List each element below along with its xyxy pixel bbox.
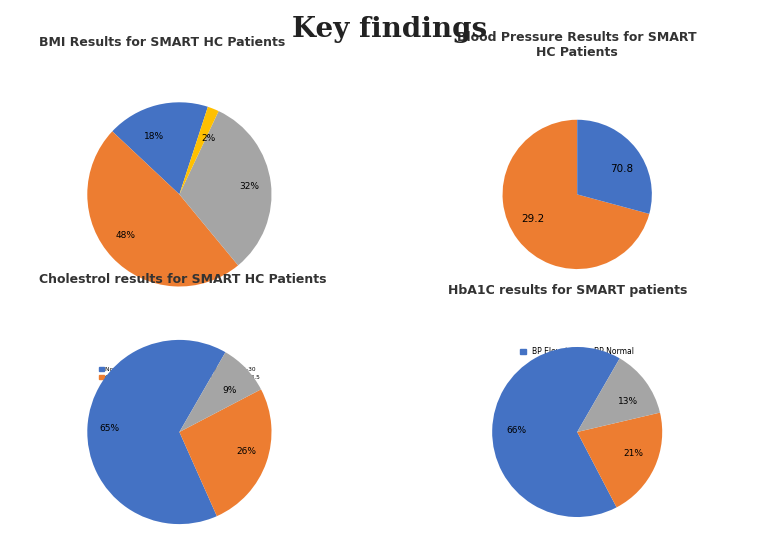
Wedge shape: [87, 340, 225, 524]
Wedge shape: [179, 352, 261, 432]
Title: Blood Pressure Results for SMART
HC Patients: Blood Pressure Results for SMART HC Pati…: [457, 31, 697, 59]
Text: Key findings: Key findings: [292, 16, 488, 43]
Wedge shape: [87, 131, 238, 287]
Text: 66%: 66%: [506, 427, 526, 435]
Wedge shape: [577, 359, 660, 432]
Wedge shape: [502, 120, 649, 269]
Text: 21%: 21%: [623, 449, 644, 458]
Text: 32%: 32%: [239, 183, 259, 191]
Legend: BP Elevated, BP Normal: BP Elevated, BP Normal: [517, 344, 637, 359]
Text: 18%: 18%: [144, 132, 165, 141]
Text: 70.8: 70.8: [610, 165, 633, 174]
Wedge shape: [492, 347, 619, 517]
Wedge shape: [179, 389, 271, 516]
Wedge shape: [112, 102, 207, 194]
Text: Cholestrol results for SMART HC Patients: Cholestrol results for SMART HC Patients: [39, 273, 327, 286]
Wedge shape: [577, 120, 652, 214]
Text: 48%: 48%: [115, 231, 136, 240]
Text: HbA1C results for SMART patients: HbA1C results for SMART patients: [448, 284, 687, 297]
Wedge shape: [577, 413, 662, 508]
Text: 65%: 65%: [100, 424, 119, 434]
Wedge shape: [179, 107, 218, 194]
Text: BMI Results for SMART HC Patients: BMI Results for SMART HC Patients: [39, 36, 285, 49]
Text: 13%: 13%: [619, 397, 638, 406]
Text: 2%: 2%: [201, 134, 216, 143]
Text: 9%: 9%: [222, 386, 237, 395]
Text: 26%: 26%: [236, 447, 256, 456]
Text: 29.2: 29.2: [521, 214, 544, 224]
Wedge shape: [179, 111, 271, 265]
Legend: Normal  BMI 18.5 - 24.99, Obese  BMI 30+, Overweight  BMI 25-30, Underweight  BM: Normal BMI 18.5 - 24.99, Obese BMI 30+, …: [97, 364, 262, 382]
